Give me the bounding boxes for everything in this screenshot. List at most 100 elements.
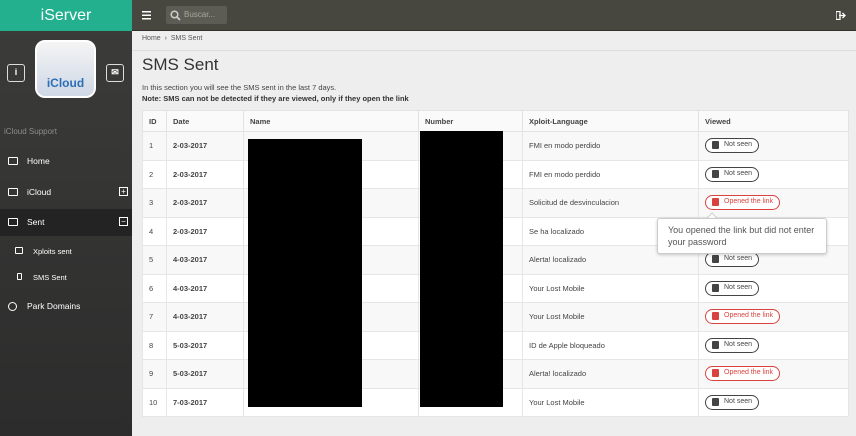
brand[interactable]: iServer bbox=[0, 0, 132, 31]
search-icon bbox=[170, 10, 181, 21]
mail-button[interactable]: ✉ bbox=[106, 64, 124, 82]
status-text: Not seen bbox=[724, 340, 753, 348]
status-badge: Opened the link bbox=[705, 309, 781, 325]
viewed-cell: Not seen bbox=[698, 273, 849, 303]
status-icon bbox=[712, 397, 719, 406]
menu-item[interactable]: Park Domains bbox=[0, 293, 132, 320]
top-bar bbox=[132, 0, 856, 31]
status-text: Opened the link bbox=[724, 198, 774, 206]
status-text: Not seen bbox=[724, 255, 753, 263]
status-icon bbox=[712, 198, 719, 207]
breadcrumb-current: SMS Sent bbox=[170, 35, 203, 42]
column-header: Date bbox=[166, 110, 244, 132]
date-cell: 2-03-2017 bbox=[166, 159, 244, 189]
submenu-item[interactable]: SMS Sent bbox=[0, 264, 132, 291]
search-box[interactable]: Buscar... bbox=[166, 6, 227, 24]
status-icon bbox=[712, 340, 719, 349]
id-cell: 4 bbox=[142, 216, 167, 246]
search-placeholder: Buscar... bbox=[184, 10, 216, 19]
id-cell: 7 bbox=[142, 302, 167, 332]
avatar-label: iCloud bbox=[46, 76, 85, 90]
status-badge: Not seen bbox=[705, 252, 760, 268]
menu-label: SMS Sent bbox=[33, 273, 67, 282]
menu-item[interactable]: iCloud + bbox=[0, 179, 132, 206]
status-badge: Not seen bbox=[705, 138, 760, 154]
page-title: SMS Sent bbox=[142, 55, 219, 74]
date-cell: 2-03-2017 bbox=[166, 188, 244, 218]
status-badge: Opened the link bbox=[705, 366, 781, 382]
status-badge: Not seen bbox=[705, 280, 760, 296]
status-icon bbox=[712, 312, 719, 321]
status-icon bbox=[712, 255, 719, 264]
status-icon bbox=[712, 169, 719, 178]
status-icon bbox=[712, 141, 719, 150]
menu-item[interactable]: Sent − bbox=[0, 209, 132, 236]
tooltip: You opened the link but did not enter yo… bbox=[657, 218, 827, 254]
date-cell: 5-03-2017 bbox=[166, 359, 244, 389]
date-cell: 4-03-2017 bbox=[166, 245, 244, 275]
language-cell: Solicitud de desvinculacion bbox=[522, 188, 699, 218]
viewed-cell: Opened the link bbox=[698, 359, 849, 389]
column-header: Xploit-Language bbox=[522, 110, 699, 132]
status-text: Not seen bbox=[724, 397, 753, 405]
status-icon bbox=[712, 283, 719, 292]
status-text: Opened the link bbox=[724, 312, 774, 320]
info-button[interactable]: i bbox=[7, 64, 25, 82]
id-cell: 5 bbox=[142, 245, 167, 275]
menu-label: iCloud bbox=[27, 187, 52, 197]
status-text: Opened the link bbox=[724, 369, 774, 377]
section-label: iCloud Support bbox=[4, 127, 57, 136]
redaction bbox=[248, 139, 362, 407]
column-header: Name bbox=[243, 110, 419, 132]
status-badge: Not seen bbox=[705, 337, 760, 353]
status-icon bbox=[712, 369, 719, 378]
date-cell: 5-03-2017 bbox=[166, 330, 244, 360]
status-badge: Not seen bbox=[705, 166, 760, 182]
note: Note: SMS can not be detected if they ar… bbox=[142, 94, 409, 103]
date-cell: 7-03-2017 bbox=[166, 387, 244, 417]
language-cell: ID de Apple bloqueado bbox=[522, 330, 699, 360]
viewed-cell: Not seen bbox=[698, 131, 849, 161]
column-header: ID bbox=[142, 110, 167, 132]
status-text: Not seen bbox=[724, 141, 753, 149]
id-cell: 1 bbox=[142, 131, 167, 161]
breadcrumb-link[interactable]: Home bbox=[142, 35, 161, 42]
language-cell: Your Lost Mobile bbox=[522, 302, 699, 332]
viewed-cell: Opened the link bbox=[698, 302, 849, 332]
date-cell: 4-03-2017 bbox=[166, 302, 244, 332]
menu-toggle[interactable] bbox=[142, 10, 152, 20]
breadcrumb: Home › SMS Sent bbox=[142, 35, 203, 42]
logout-icon[interactable] bbox=[836, 11, 846, 20]
viewed-cell: Not seen bbox=[698, 330, 849, 360]
language-cell: Alerta! localizado bbox=[522, 359, 699, 389]
menu-item[interactable]: Home bbox=[0, 148, 132, 175]
divider bbox=[132, 50, 856, 51]
id-cell: 2 bbox=[142, 159, 167, 189]
status-badge: Opened the link bbox=[705, 195, 781, 211]
column-header: Number bbox=[418, 110, 523, 132]
status-text: Not seen bbox=[724, 169, 753, 177]
redaction bbox=[420, 131, 503, 407]
language-cell: FMI en modo perdido bbox=[522, 131, 699, 161]
menu-label: Xploits sent bbox=[33, 247, 72, 256]
column-header: Viewed bbox=[698, 110, 849, 132]
status-badge: Not seen bbox=[705, 394, 760, 410]
date-cell: 4-03-2017 bbox=[166, 273, 244, 303]
status-text: Not seen bbox=[724, 283, 753, 291]
menu-label: Park Domains bbox=[27, 301, 81, 311]
id-cell: 9 bbox=[142, 359, 167, 389]
avatar: iCloud bbox=[35, 40, 96, 98]
id-cell: 3 bbox=[142, 188, 167, 218]
menu-label: Sent bbox=[27, 217, 45, 227]
submenu-item[interactable]: Xploits sent bbox=[0, 238, 132, 265]
viewed-cell: Opened the link bbox=[698, 188, 849, 218]
viewed-cell: Not seen bbox=[698, 159, 849, 189]
language-cell: FMI en modo perdido bbox=[522, 159, 699, 189]
id-cell: 8 bbox=[142, 330, 167, 360]
id-cell: 10 bbox=[142, 387, 167, 417]
language-cell: Your Lost Mobile bbox=[522, 273, 699, 303]
id-cell: 6 bbox=[142, 273, 167, 303]
description: In this section you will see the SMS sen… bbox=[142, 83, 337, 92]
date-cell: 2-03-2017 bbox=[166, 216, 244, 246]
